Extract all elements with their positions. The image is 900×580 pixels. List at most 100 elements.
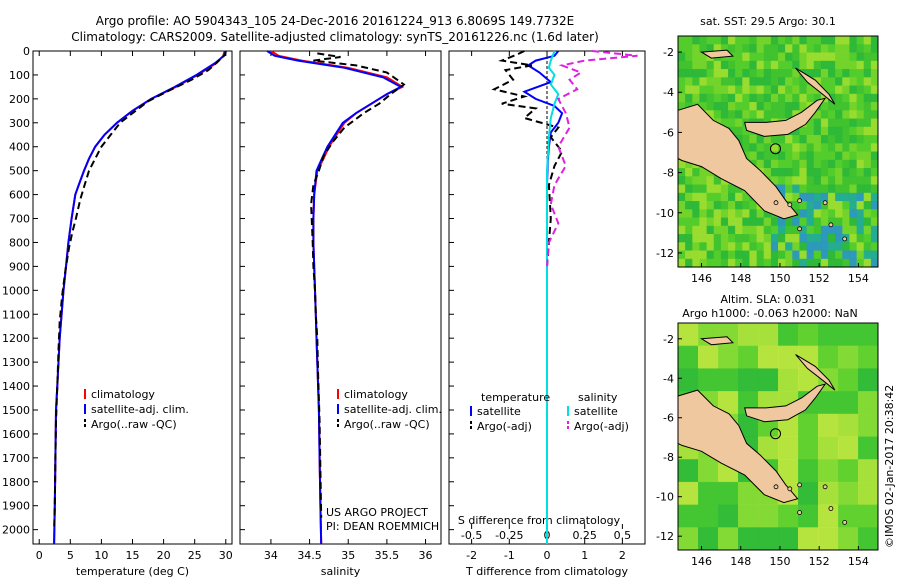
field-cell: [870, 258, 879, 268]
island: [828, 506, 834, 511]
x-tick-label: 25: [188, 549, 202, 562]
field-cell: [842, 85, 850, 95]
field-cell: [770, 217, 779, 227]
y-tick-label: 700: [9, 213, 30, 226]
field-cell: [806, 201, 815, 210]
field-cell: [870, 234, 879, 243]
map-y-tick-label: -8: [663, 167, 674, 180]
x2-tick-label: 0.25: [572, 529, 597, 542]
field-cell: [720, 44, 729, 54]
field-cell: [806, 242, 815, 252]
field-cell: [863, 217, 872, 227]
field-cell: [806, 168, 815, 177]
field-cell: [699, 102, 707, 111]
field-cell: [785, 159, 793, 169]
island: [787, 486, 793, 492]
field-cell: [792, 225, 800, 235]
field-cell: [820, 102, 829, 111]
field-cell: [806, 159, 815, 169]
field-cell: [870, 143, 879, 153]
field-cell: [863, 201, 872, 210]
field-cell: [820, 192, 829, 202]
field-cell: [763, 151, 772, 161]
field-cell: [858, 504, 879, 528]
field-cell: [699, 201, 707, 210]
field-cell: [713, 102, 722, 111]
island: [828, 222, 834, 228]
field-cell: [749, 44, 757, 54]
field-cell: [749, 69, 757, 78]
field-cell: [849, 168, 857, 177]
field-cell: [706, 60, 715, 70]
field-cell: [742, 85, 750, 95]
field-cell: [870, 209, 879, 219]
field-cell: [792, 143, 800, 153]
field-cell: [806, 36, 815, 45]
field-cell: [835, 126, 843, 136]
field-cell: [849, 225, 857, 235]
field-cell: [799, 225, 807, 235]
field-cell: [828, 118, 836, 128]
field-cell: [720, 192, 729, 202]
field-cell: [763, 258, 772, 268]
field-cell: [792, 52, 800, 62]
field-cell: [799, 217, 807, 227]
field-cell: [763, 69, 772, 78]
field-cell: [778, 504, 799, 528]
field-cell: [838, 504, 859, 528]
field-cell: [713, 201, 722, 210]
field-cell: [820, 258, 829, 268]
field-cell: [720, 184, 729, 194]
field-cell: [828, 217, 836, 227]
field-cell: [785, 168, 793, 177]
field-cell: [870, 110, 879, 120]
field-cell: [813, 151, 822, 161]
field-cell: [763, 143, 772, 153]
field-cell: [813, 234, 822, 243]
field-cell: [742, 102, 750, 111]
field-cell: [835, 151, 843, 161]
map-frame: [677, 35, 879, 268]
field-cell: [735, 102, 743, 111]
field-cell: [806, 126, 815, 136]
field-cell: [870, 184, 879, 194]
field-cell: [678, 209, 686, 219]
field-cell: [756, 52, 765, 62]
field-cell: [818, 459, 839, 483]
field-cell: [770, 44, 779, 54]
field-cell: [738, 504, 759, 528]
field-cell: [678, 52, 686, 62]
field-cell: [806, 192, 815, 202]
field-cell: [678, 225, 686, 235]
field-cell: [820, 143, 829, 153]
field-cell: [692, 44, 700, 54]
title-line-1: Argo profile: AO 5904343_105 24-Dec-2016…: [96, 14, 574, 28]
field-cell: [778, 459, 799, 483]
legend-label: Argo(-adj): [574, 420, 629, 433]
field-cell: [699, 217, 707, 227]
field-cell: [849, 110, 857, 120]
field-cell: [706, 201, 715, 210]
land-polygon: [699, 336, 735, 346]
field-cell: [849, 126, 857, 136]
field-cell: [842, 168, 850, 177]
map-x-tick-label: 148: [730, 272, 751, 285]
field-cell: [798, 481, 819, 506]
field-cell: [713, 176, 722, 186]
y-tick-label: 1500: [2, 404, 30, 417]
legend-label: Argo(..raw -QC): [344, 418, 430, 431]
field-cell: [699, 44, 707, 54]
field-cell: [849, 151, 857, 161]
field-cell: [706, 176, 715, 186]
field-cell: [792, 77, 800, 87]
field-cell: [849, 234, 857, 243]
field-cell: [792, 250, 800, 260]
field-cell: [742, 135, 750, 144]
field-cell: [870, 60, 879, 70]
field-cell: [870, 217, 879, 227]
field-cell: [678, 159, 686, 169]
field-cell: [820, 225, 829, 235]
field-cell: [785, 151, 793, 161]
map2-title: Altim. SLA: 0.031: [720, 293, 815, 306]
field-cell: [835, 217, 843, 227]
